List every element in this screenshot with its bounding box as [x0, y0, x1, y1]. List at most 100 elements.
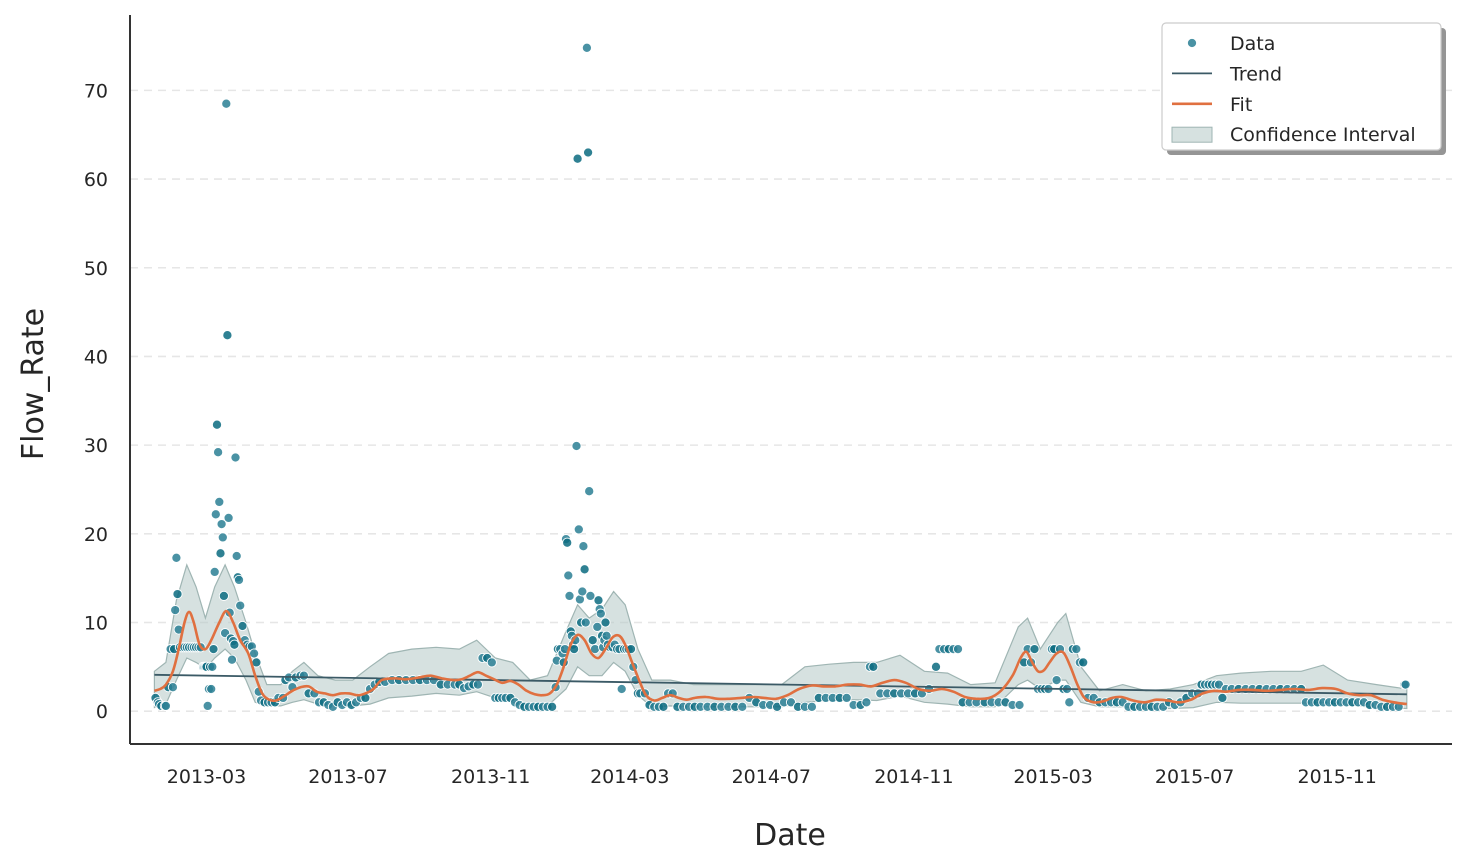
fit-line — [153, 609, 1407, 706]
y-tick-label: 70 — [84, 80, 108, 102]
y-tick-label: 0 — [96, 701, 108, 723]
axes — [129, 15, 1452, 745]
data-point — [202, 700, 213, 711]
data-point — [231, 550, 242, 562]
data-point — [571, 440, 582, 452]
data-point — [861, 697, 872, 708]
y-tick-label: 20 — [84, 524, 108, 546]
data-point — [235, 600, 246, 611]
data-point — [221, 98, 232, 109]
x-tick-label: 2014-11 — [874, 766, 953, 788]
y-tick-label: 50 — [84, 258, 108, 280]
legend-label: Data — [1230, 33, 1275, 55]
data-point — [206, 683, 217, 695]
data-point — [216, 519, 227, 530]
data-point — [229, 639, 240, 650]
data-point — [581, 42, 592, 53]
data-point — [223, 512, 234, 523]
data-point — [1014, 699, 1025, 711]
data-point — [585, 590, 596, 601]
legend-swatch-patch — [1171, 126, 1213, 143]
data-point — [587, 635, 598, 646]
data-point — [564, 590, 575, 601]
data-point — [841, 692, 852, 703]
legend-swatch-marker — [1186, 37, 1198, 49]
legend-label: Trend — [1229, 63, 1282, 85]
x-tick-label: 2014-07 — [732, 766, 811, 788]
confidence-band — [153, 563, 1408, 710]
data-point — [1400, 679, 1411, 690]
legend-label: Fit — [1230, 94, 1252, 116]
x-tick-label: 2014-03 — [590, 766, 669, 788]
data-point — [737, 701, 748, 712]
trend-line-layer — [154, 673, 1407, 696]
data-point — [592, 621, 603, 632]
data-point — [167, 682, 178, 693]
x-tick-label: 2015-07 — [1155, 766, 1234, 788]
grid-lines — [130, 89, 1452, 712]
data-point — [600, 617, 611, 628]
data-point — [217, 532, 228, 543]
y-tick-label: 40 — [84, 346, 108, 368]
data-point — [580, 617, 591, 628]
legend: Data Trend Fit Confidence Interval — [1161, 22, 1446, 155]
data-point — [616, 683, 627, 695]
data-point — [785, 697, 797, 708]
y-tick-label: 60 — [84, 169, 108, 191]
data-point — [226, 654, 238, 665]
data-point — [486, 657, 497, 668]
x-tick-label: 2013-11 — [451, 766, 530, 788]
data-point — [658, 701, 669, 712]
data-point — [213, 447, 224, 458]
data-point — [160, 700, 171, 711]
data-point — [209, 566, 220, 577]
data-point — [578, 541, 589, 552]
data-point — [172, 589, 183, 600]
x-axis-ticks: 2013-03 2013-07 2013-11 2014-03 2014-07 2014-… — [167, 766, 1377, 788]
y-axis-title: Flow_Rate — [16, 308, 51, 460]
y-tick-label: 10 — [84, 613, 108, 635]
data-point — [868, 661, 879, 672]
data-point — [1051, 675, 1062, 686]
legend-box — [1161, 22, 1442, 151]
data-point — [923, 683, 935, 695]
x-tick-label: 2013-07 — [308, 766, 387, 788]
data-point — [218, 590, 229, 601]
data-point — [583, 147, 594, 158]
legend-label: Confidence Interval — [1230, 124, 1416, 146]
x-tick-label: 2013-03 — [167, 766, 246, 788]
data-point — [1078, 657, 1089, 668]
data-point — [562, 537, 573, 548]
data-point — [930, 661, 942, 672]
data-point — [207, 661, 218, 672]
trend-line — [154, 673, 1407, 696]
y-axis-ticks: 0 10 20 30 40 50 60 70 — [84, 80, 108, 723]
data-point — [573, 524, 584, 535]
data-point — [211, 419, 223, 430]
data-point — [298, 670, 309, 681]
data-point — [249, 648, 260, 659]
x-tick-label: 2015-11 — [1298, 766, 1377, 788]
data-point — [563, 570, 574, 581]
data-point — [595, 608, 606, 619]
data-point — [210, 509, 221, 520]
data-point — [230, 452, 241, 463]
data-point — [806, 701, 817, 712]
data-point — [577, 586, 588, 597]
data-point — [208, 644, 219, 655]
data-point — [214, 496, 225, 507]
data-point — [222, 330, 233, 341]
data-point — [579, 564, 590, 575]
data-point — [1217, 692, 1228, 703]
x-axis-title: Date — [754, 818, 826, 853]
data-point — [1064, 697, 1075, 708]
data-point — [584, 486, 595, 497]
fit-line-layer — [153, 609, 1407, 706]
data-points-layer — [150, 42, 1411, 712]
x-tick-label: 2015-03 — [1013, 766, 1092, 788]
confidence-band-layer — [153, 563, 1408, 710]
y-tick-label: 30 — [84, 435, 108, 457]
data-point — [547, 701, 558, 712]
data-point — [472, 679, 483, 690]
